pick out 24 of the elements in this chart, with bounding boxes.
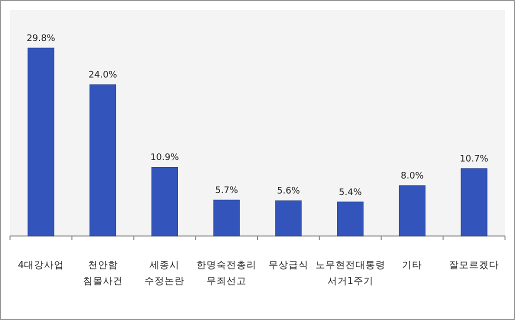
data-label: 8.0% bbox=[400, 172, 424, 182]
x-tick-label: 노무현전대통령 서거1주기 bbox=[315, 260, 386, 287]
bar bbox=[337, 202, 364, 236]
x-tick-label: 세종시 수정논란 bbox=[144, 260, 185, 287]
bar bbox=[28, 48, 54, 236]
bar bbox=[275, 200, 302, 236]
bar bbox=[460, 168, 488, 236]
data-label: 5.7% bbox=[215, 186, 238, 196]
bar bbox=[151, 166, 178, 236]
data-label: 10.9% bbox=[150, 153, 180, 164]
data-label: 29.8% bbox=[26, 34, 56, 44]
x-tick-label: 4대강사업 bbox=[18, 260, 64, 271]
data-label: 5.4% bbox=[338, 188, 362, 198]
x-tick-label: 무상급식 bbox=[268, 260, 308, 271]
bar bbox=[398, 185, 426, 236]
data-label: 24.0% bbox=[88, 70, 118, 81]
x-tick-label: 잘모르겠다 bbox=[449, 260, 500, 271]
bar bbox=[90, 84, 116, 236]
data-label: 10.7% bbox=[460, 154, 489, 164]
data-label: 5.6% bbox=[277, 186, 300, 197]
x-tick-label: 천안함 침몰사건 bbox=[82, 260, 123, 287]
x-tick-label: 기타 bbox=[402, 260, 422, 271]
x-tick-label: 한명숙전총리 무죄선고 bbox=[196, 260, 257, 287]
bar bbox=[213, 200, 240, 236]
